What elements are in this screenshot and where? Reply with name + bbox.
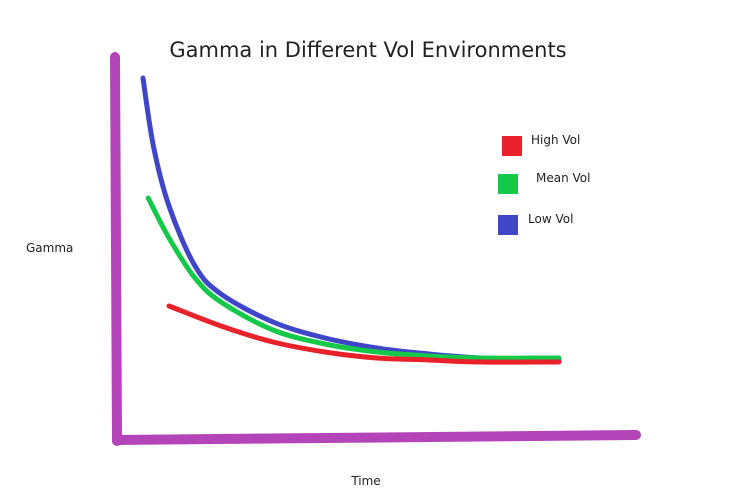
y-axis-label: Gamma [26, 241, 73, 255]
legend-label-low-vol: Low Vol [528, 212, 573, 226]
x-axis-label: Time [350, 474, 380, 488]
y-axis-line [110, 52, 122, 446]
series-line-high-vol [166, 303, 562, 365]
legend-swatch-mean-vol [498, 174, 518, 194]
legend: High Vol Mean Vol Low Vol [498, 133, 590, 235]
series-layer [140, 75, 562, 365]
legend-label-high-vol: High Vol [531, 133, 580, 147]
legend-label-mean-vol: Mean Vol [536, 171, 590, 185]
chart-title: Gamma in Different Vol Environments [169, 38, 566, 62]
legend-swatch-high-vol [502, 136, 522, 156]
series-line-mean-vol [145, 195, 562, 361]
legend-swatch-low-vol [498, 215, 518, 235]
x-axis-line [112, 430, 641, 445]
